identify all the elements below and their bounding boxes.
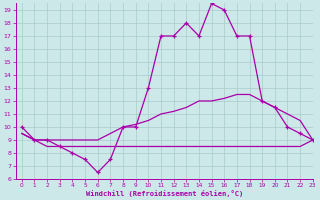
X-axis label: Windchill (Refroidissement éolien,°C): Windchill (Refroidissement éolien,°C): [85, 190, 243, 197]
